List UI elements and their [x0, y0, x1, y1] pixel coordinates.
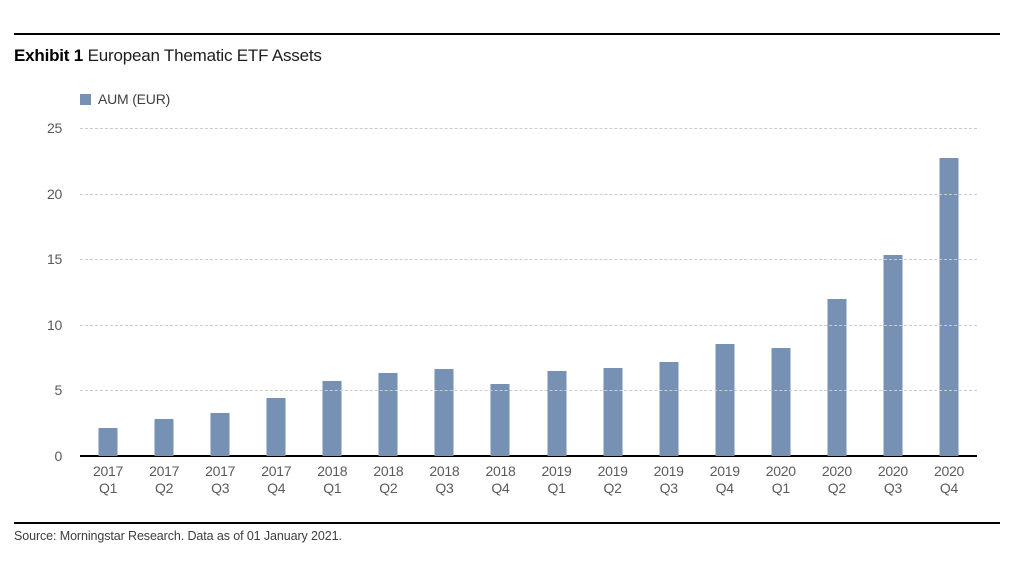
x-tick-label-2019-q1: 2019 Q1	[541, 463, 572, 496]
x-tick-label-2020-q4: 2020 Q4	[933, 463, 964, 496]
x-tick-label-2019-q3: 2019 Q3	[653, 463, 684, 496]
gridline-10	[80, 324, 977, 326]
legend-swatch-icon	[80, 93, 91, 105]
y-tick-label-0: 0	[54, 448, 63, 464]
x-tick-label-2017-q2: 2017 Q2	[149, 463, 180, 496]
bar-2017-q1	[98, 428, 118, 456]
x-tick-label-2020-q3: 2020 Q3	[877, 463, 908, 496]
bar-2018-q1	[322, 381, 342, 456]
bar-series	[80, 128, 977, 456]
bar-2020-q4	[939, 158, 959, 456]
exhibit-label: Exhibit 1	[14, 46, 84, 65]
bar-2019-q1	[547, 370, 567, 456]
x-tick-label-2017-q1: 2017 Q1	[93, 463, 123, 496]
bar-slot-2019-q2	[585, 128, 641, 456]
x-tick-label-2019-q2: 2019 Q2	[597, 463, 628, 496]
bar-2018-q4	[490, 383, 510, 456]
bottom-rule	[14, 522, 1000, 524]
bar-slot-2020-q1	[753, 128, 809, 456]
x-tick-label-2017-q4: 2017 Q4	[261, 463, 292, 496]
top-rule	[14, 33, 1000, 35]
bar-2018-q2	[378, 373, 398, 456]
x-tick-label-2018-q2: 2018 Q2	[373, 463, 404, 496]
bar-2020-q2	[827, 298, 847, 456]
bar-slot-2020-q2	[809, 128, 865, 456]
bar-2020-q3	[883, 255, 903, 456]
bar-2017-q2	[154, 419, 174, 456]
legend-label: AUM (EUR)	[98, 91, 171, 107]
x-tick-label-2019-q4: 2019 Q4	[709, 463, 740, 496]
bar-2020-q1	[771, 348, 791, 456]
gridline-20	[80, 193, 977, 195]
bar-slot-2018-q3	[416, 128, 472, 456]
y-tick-label-25: 25	[47, 120, 62, 136]
bar-slot-2017-q1	[80, 128, 136, 456]
y-tick-label-10: 10	[47, 316, 62, 333]
bar-slot-2019-q1	[529, 128, 585, 456]
bar-slot-2017-q2	[136, 128, 192, 456]
chart-title-text: European Thematic ETF Assets	[87, 46, 322, 65]
x-tick-label-2018-q3: 2018 Q3	[429, 463, 460, 496]
x-tick-label-2018-q4: 2018 Q4	[485, 463, 516, 496]
bar-slot-2019-q4	[697, 128, 753, 456]
bar-2019-q2	[603, 368, 623, 456]
x-axis-labels: 2017 Q1 2017 Q2 2017 Q3 2017 Q4 2018 Q1 2018 Q2 2018…	[80, 463, 977, 497]
x-tick-label-2018-q1: 2018 Q1	[317, 463, 348, 496]
y-tick-label-20: 20	[47, 185, 62, 202]
chart-title: Exhibit 1 European Thematic ETF Assets	[14, 46, 322, 66]
gridline-15	[80, 259, 977, 261]
y-tick-label-15: 15	[47, 251, 62, 268]
gridline-5	[80, 390, 977, 392]
x-tick-label-2020-q1: 2020 Q1	[765, 463, 796, 496]
bar-slot-2018-q2	[360, 128, 416, 456]
bar-slot-2019-q3	[641, 128, 697, 456]
bar-2019-q3	[659, 361, 679, 456]
bar-2018-q3	[434, 369, 454, 456]
plot-area: 25 20 15 10 5 0	[47, 121, 977, 463]
x-axis-line	[80, 455, 977, 457]
source-note: Source: Morningstar Research. Data as of…	[14, 529, 342, 543]
bar-slot-2018-q1	[304, 128, 360, 456]
bar-slot-2020-q3	[865, 128, 921, 456]
y-tick-label-5: 5	[54, 382, 63, 399]
legend: AUM (EUR)	[80, 91, 170, 107]
bar-2017-q4	[266, 398, 286, 456]
bar-slot-2020-q4	[921, 128, 977, 456]
bar-slot-2018-q4	[472, 128, 528, 456]
bar-2017-q3	[210, 412, 230, 456]
x-tick-label-2017-q3: 2017 Q3	[205, 463, 236, 496]
x-tick-label-2020-q2: 2020 Q2	[821, 463, 852, 496]
bar-slot-2017-q4	[248, 128, 304, 456]
bar-2019-q4	[715, 344, 735, 456]
bar-slot-2017-q3	[192, 128, 248, 456]
gridline-25	[80, 128, 977, 129]
